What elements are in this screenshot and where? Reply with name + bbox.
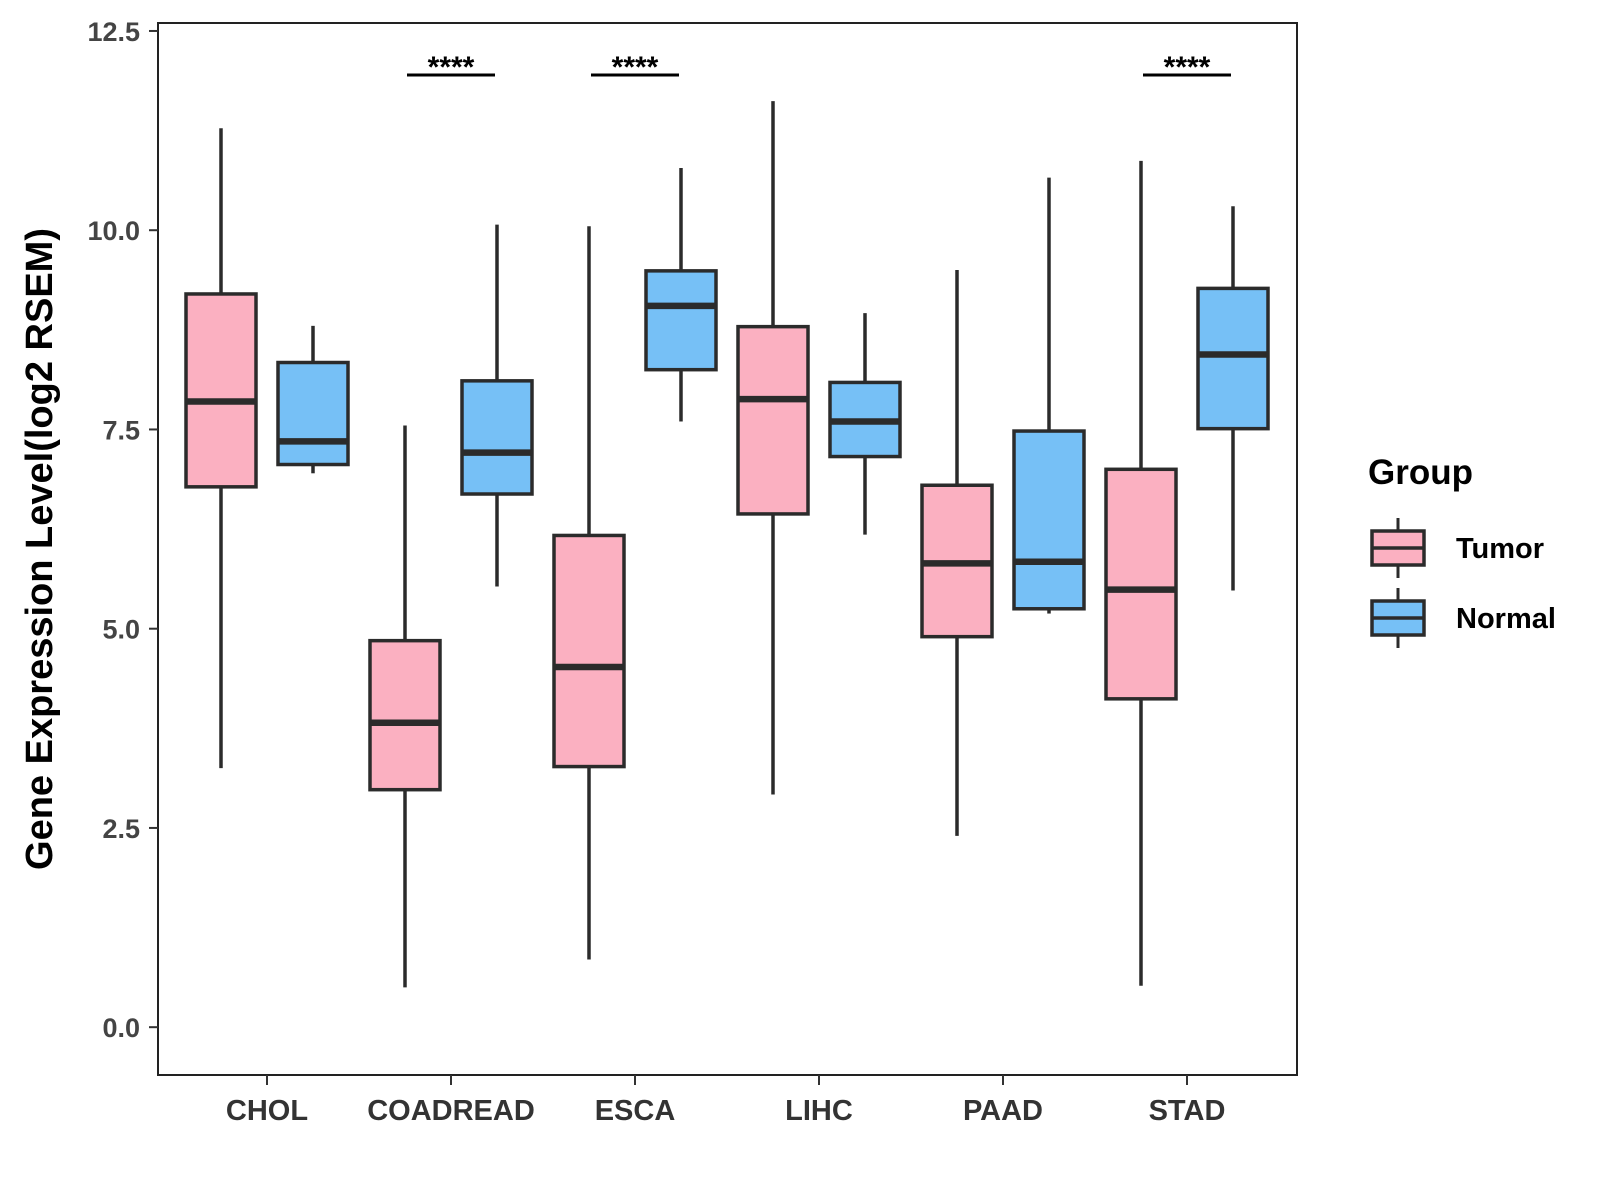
legend-label-normal: Normal bbox=[1456, 603, 1556, 635]
plot-panel-border bbox=[157, 22, 1298, 1076]
x-tick-label-esca: ESCA bbox=[595, 1095, 676, 1127]
x-tick-label-paad: PAAD bbox=[963, 1095, 1043, 1127]
box-chol-normal bbox=[276, 360, 350, 467]
box-paad-normal bbox=[1012, 429, 1086, 611]
legend-title: Group bbox=[1368, 453, 1473, 492]
box-lihc-tumor bbox=[736, 324, 810, 516]
box-esca-normal bbox=[644, 269, 718, 372]
box-chol-tumor bbox=[184, 292, 258, 489]
y-tick-label: 0.0 bbox=[102, 1013, 140, 1043]
plot-area: 0.0 2.5 5.0 7.5 10.0 12.5 Gene Expression Leve… bbox=[19, 17, 1298, 1127]
y-tick-label: 7.5 bbox=[102, 415, 140, 445]
y-axis-title: Gene Expression Level(log2 RSEM) bbox=[19, 228, 61, 870]
x-tick-label-lihc: LIHC bbox=[785, 1095, 853, 1127]
box-coadread-normal bbox=[460, 379, 534, 496]
y-tick-label: 10.0 bbox=[87, 216, 140, 246]
x-tick-label-stad: STAD bbox=[1149, 1095, 1226, 1127]
box-coadread-tumor bbox=[368, 638, 442, 792]
legend-label-tumor: Tumor bbox=[1456, 533, 1544, 565]
significance-label-esca: **** bbox=[612, 51, 659, 84]
box-stad-normal bbox=[1196, 286, 1270, 431]
significance-label-stad: **** bbox=[1164, 51, 1211, 84]
box-stad-tumor bbox=[1104, 467, 1178, 701]
y-tick-label: 5.0 bbox=[102, 615, 140, 645]
box-esca-tumor bbox=[552, 533, 626, 769]
y-tick-label: 12.5 bbox=[87, 17, 140, 47]
significance-label-coadread: **** bbox=[428, 51, 475, 84]
x-tick-label-chol: CHOL bbox=[226, 1095, 308, 1127]
y-tick-label: 2.5 bbox=[102, 814, 140, 844]
x-tick-label-coadread: COADREAD bbox=[367, 1095, 535, 1127]
legend: Group Tumor Normal bbox=[1368, 453, 1556, 648]
